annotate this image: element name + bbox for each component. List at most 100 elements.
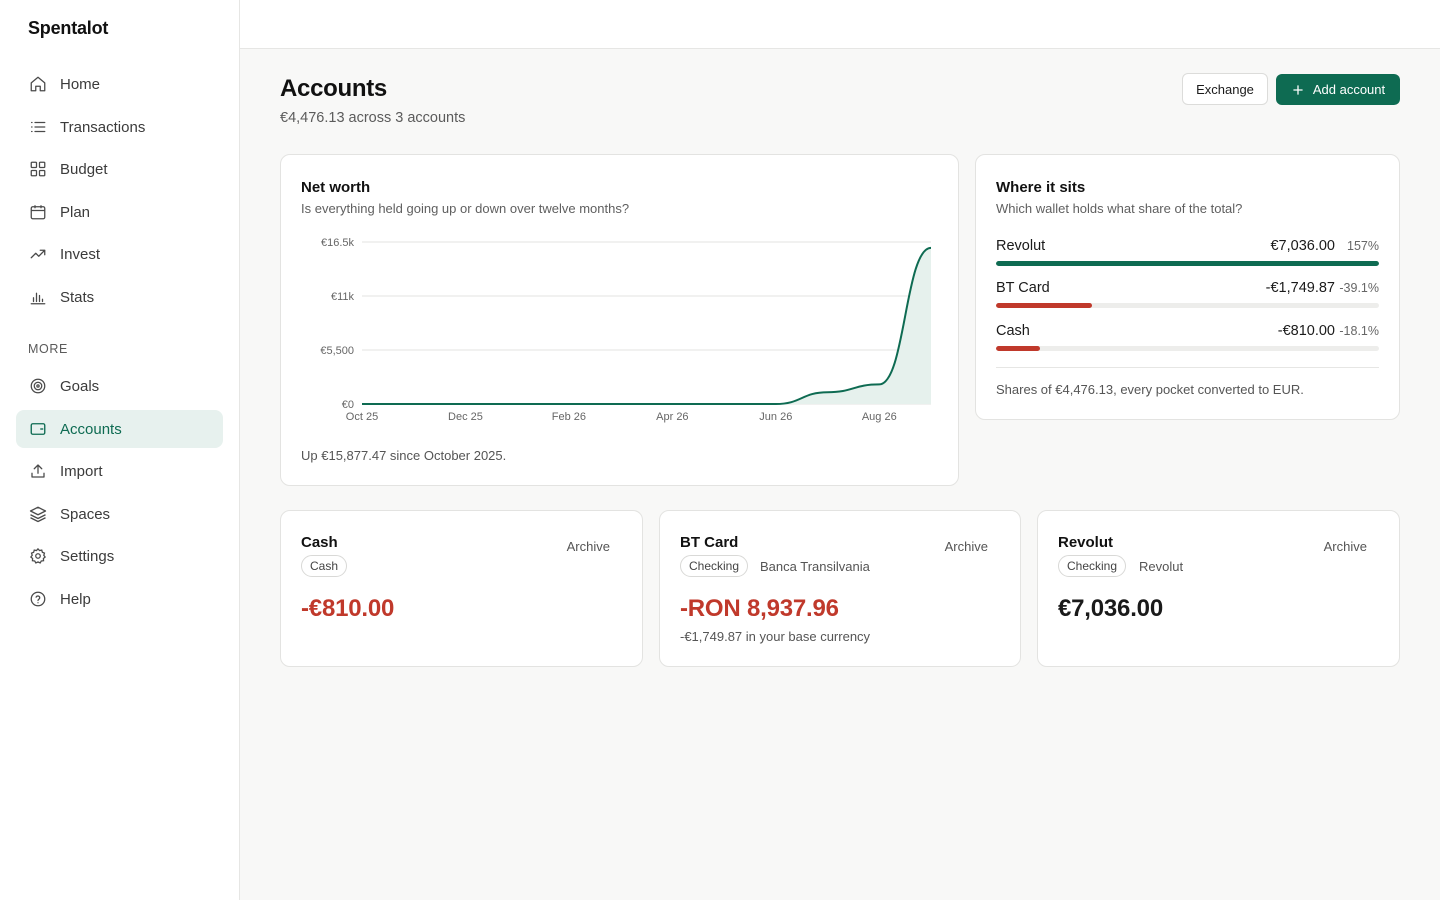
shares-title: Where it sits bbox=[996, 179, 1086, 196]
x-tick-label: Feb 26 bbox=[552, 411, 586, 423]
sidebar-item-invest[interactable]: Invest bbox=[16, 235, 223, 273]
share-percent: -18.1% bbox=[1339, 324, 1379, 338]
sidebar-item-label: Plan bbox=[60, 203, 91, 221]
account-type-chip: Cash bbox=[301, 555, 348, 577]
sidebar-item-label: Help bbox=[60, 590, 91, 608]
grid-icon bbox=[28, 159, 48, 179]
sidebar: Spentalot Home Transactions Budget Plan … bbox=[0, 0, 240, 900]
sidebar-item-accounts[interactable]: Accounts bbox=[16, 410, 223, 448]
sidebar-item-label: Goals bbox=[60, 377, 100, 395]
sidebar-item-label: Spaces bbox=[60, 505, 111, 523]
sidebar-item-goals[interactable]: Goals bbox=[16, 367, 223, 405]
account-institution: Banca Transilvania bbox=[760, 559, 870, 574]
x-tick-label: Oct 25 bbox=[346, 411, 378, 423]
share-amount: -€1,749.87 bbox=[1265, 280, 1335, 296]
share-bar-track bbox=[996, 261, 1379, 266]
account-balance: -RON 8,937.96 bbox=[680, 595, 839, 622]
archive-button[interactable]: Archive bbox=[944, 539, 988, 554]
sidebar-item-plan[interactable]: Plan bbox=[16, 193, 223, 231]
y-tick-label: €11k bbox=[331, 291, 355, 303]
bar-chart-icon bbox=[28, 287, 48, 307]
account-card-revolut[interactable]: Revolut Archive Checking Revolut €7,036.… bbox=[1037, 510, 1400, 667]
account-name: BT Card bbox=[680, 534, 739, 551]
sidebar-item-label: Home bbox=[60, 75, 101, 93]
exchange-button[interactable]: Exchange bbox=[1182, 73, 1268, 105]
share-amount: -€810.00 bbox=[1277, 323, 1335, 339]
x-tick-label: Jun 26 bbox=[759, 411, 792, 423]
divider bbox=[996, 367, 1379, 368]
sidebar-item-label: Budget bbox=[60, 160, 108, 178]
page-subtitle: €4,476.13 across 3 accounts bbox=[280, 110, 466, 126]
net-worth-footer: Up €15,877.47 since October 2025. bbox=[301, 448, 507, 463]
x-tick-label: Apr 26 bbox=[656, 411, 688, 423]
account-base-currency: -€1,749.87 in your base currency bbox=[680, 629, 871, 644]
account-name: Revolut bbox=[1058, 534, 1114, 551]
sidebar-item-settings[interactable]: Settings bbox=[16, 537, 223, 575]
sidebar-section-label: MORE bbox=[28, 342, 68, 356]
share-amount: €7,036.00 bbox=[1270, 238, 1335, 254]
calendar-icon bbox=[28, 202, 48, 222]
sidebar-item-transactions[interactable]: Transactions bbox=[16, 108, 223, 146]
sidebar-item-label: Accounts bbox=[60, 420, 122, 438]
account-balance: -€810.00 bbox=[301, 595, 395, 622]
share-name: Revolut bbox=[996, 238, 1046, 254]
share-bar-track bbox=[996, 346, 1379, 351]
layers-icon bbox=[28, 504, 48, 524]
sidebar-item-import[interactable]: Import bbox=[16, 452, 223, 490]
wallet-icon bbox=[28, 419, 48, 439]
sidebar-item-label: Invest bbox=[60, 245, 101, 263]
app-logo[interactable]: Spentalot bbox=[28, 18, 109, 38]
account-type-chip: Checking bbox=[680, 555, 749, 577]
y-tick-label: €16.5k bbox=[321, 237, 355, 249]
home-icon bbox=[28, 74, 48, 94]
net-worth-chart: €0 €5,500 €11k €16.5k Oct 25 Dec 25 Feb 26 Apr … bbox=[320, 237, 932, 423]
net-worth-area bbox=[362, 247, 931, 404]
account-card-cash[interactable]: Cash Archive Cash -€810.00 bbox=[280, 510, 643, 667]
add-account-button[interactable]: Add account bbox=[1276, 74, 1400, 105]
net-worth-card: Net worth Is everything held going up or… bbox=[280, 154, 959, 486]
sidebar-item-label: Stats bbox=[60, 288, 95, 306]
sidebar-item-stats[interactable]: Stats bbox=[16, 278, 223, 316]
where-it-sits-card: Where it sits Which wallet holds what sh… bbox=[975, 154, 1400, 420]
sidebar-item-budget[interactable]: Budget bbox=[16, 150, 223, 188]
share-bar-fill bbox=[996, 303, 1092, 308]
share-percent: 157% bbox=[1347, 239, 1379, 253]
y-tick-label: €0 bbox=[342, 399, 354, 411]
sidebar-item-label: Settings bbox=[60, 547, 115, 565]
archive-button[interactable]: Archive bbox=[566, 539, 610, 554]
account-balance: €7,036.00 bbox=[1058, 595, 1163, 622]
page-title: Accounts bbox=[280, 75, 387, 102]
share-name: Cash bbox=[996, 323, 1030, 339]
gear-icon bbox=[28, 546, 48, 566]
x-tick-label: Aug 26 bbox=[862, 411, 897, 423]
account-type-chip: Checking bbox=[1058, 555, 1127, 577]
upload-icon bbox=[28, 461, 48, 481]
sidebar-item-help[interactable]: Help bbox=[16, 580, 223, 618]
shares-subtitle: Which wallet holds what share of the tot… bbox=[996, 201, 1243, 216]
sidebar-item-label: Transactions bbox=[60, 118, 146, 136]
list-icon bbox=[28, 117, 48, 137]
sidebar-item-home[interactable]: Home bbox=[16, 65, 223, 103]
shares-footer: Shares of €4,476.13, every pocket conver… bbox=[996, 382, 1304, 397]
share-bar-fill bbox=[996, 261, 1379, 266]
y-tick-label: €5,500 bbox=[320, 345, 354, 357]
sidebar-item-spaces[interactable]: Spaces bbox=[16, 495, 223, 533]
share-bar-fill bbox=[996, 346, 1041, 351]
trending-up-icon bbox=[28, 244, 48, 264]
add-account-label: Add account bbox=[1312, 82, 1386, 97]
share-name: BT Card bbox=[996, 280, 1050, 296]
share-percent: -39.1% bbox=[1339, 281, 1379, 295]
sidebar-item-label: Import bbox=[60, 462, 103, 480]
target-icon bbox=[28, 376, 48, 396]
top-bar bbox=[240, 0, 1440, 49]
account-card-bt-card[interactable]: BT Card Archive Checking Banca Transilva… bbox=[659, 510, 1021, 667]
plus-icon bbox=[1291, 83, 1305, 97]
x-tick-label: Dec 25 bbox=[448, 411, 483, 423]
share-bar-track bbox=[996, 303, 1379, 308]
account-institution: Revolut bbox=[1139, 559, 1184, 574]
help-circle-icon bbox=[28, 589, 48, 609]
account-name: Cash bbox=[301, 534, 338, 551]
net-worth-line bbox=[362, 246, 932, 405]
archive-button[interactable]: Archive bbox=[1323, 539, 1367, 554]
net-worth-subtitle: Is everything held going up or down over… bbox=[301, 201, 630, 216]
